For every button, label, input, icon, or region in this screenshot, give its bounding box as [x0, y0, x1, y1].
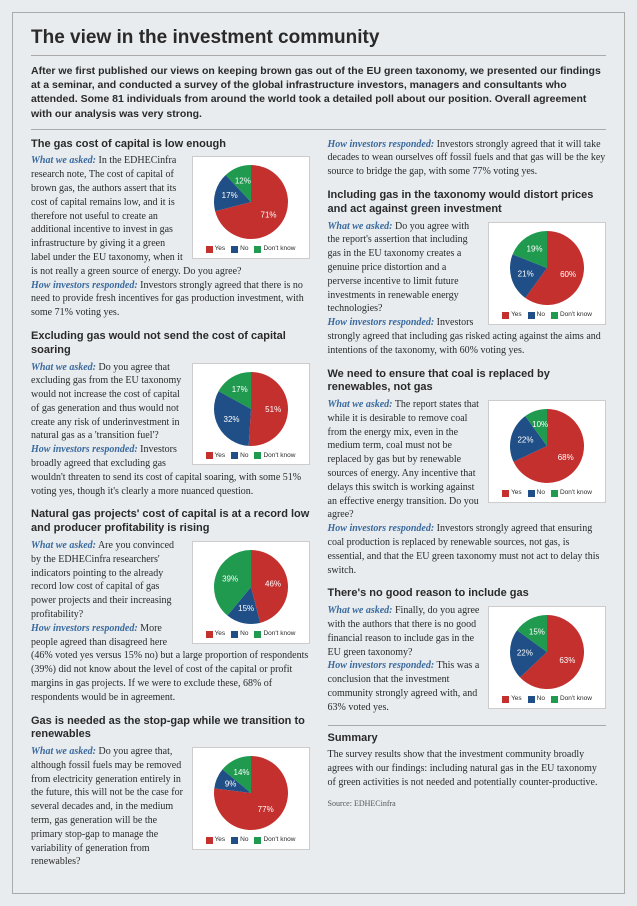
svg-text:15%: 15%	[238, 604, 254, 613]
summary-section: Summary The survey results show that the…	[328, 725, 607, 809]
svg-text:9%: 9%	[224, 779, 236, 788]
svg-text:22%: 22%	[517, 649, 533, 658]
response-label: How investors responded:	[31, 623, 138, 634]
svg-text:15%: 15%	[529, 627, 545, 636]
question-label: What we asked:	[328, 399, 393, 410]
section-heading: Gas is needed as the stop-gap while we t…	[31, 715, 310, 743]
svg-text:19%: 19%	[527, 244, 543, 253]
survey-section: We need to ensure that coal is replaced …	[328, 368, 607, 578]
svg-text:71%: 71%	[260, 211, 276, 220]
svg-text:39%: 39%	[222, 575, 238, 584]
survey-section: Gas is needed as the stop-gap while we t…	[31, 715, 310, 870]
response-text: How investors responded: Investors stron…	[31, 279, 310, 320]
intro-paragraph: After we first published our views on ke…	[31, 64, 606, 130]
question-label: What we asked:	[31, 746, 96, 757]
pie-legend: Yes No Don't know	[197, 245, 305, 254]
section-heading: Excluding gas would not send the cost of…	[31, 330, 310, 358]
section-heading: Including gas in the taxonomy would dist…	[328, 189, 607, 217]
right-column: How investors responded: Investors stron…	[328, 138, 607, 880]
question-label: What we asked:	[328, 605, 393, 616]
pie-chart: 51% 32% 17% Yes No Don't know	[192, 363, 310, 466]
svg-text:77%: 77%	[257, 805, 273, 814]
question-label: What we asked:	[328, 221, 393, 232]
article-container: The view in the investment community Aft…	[12, 12, 625, 894]
svg-text:68%: 68%	[558, 453, 574, 462]
pie-legend: Yes No Don't know	[493, 489, 601, 498]
svg-text:63%: 63%	[559, 656, 575, 665]
svg-text:32%: 32%	[223, 414, 239, 423]
svg-text:51%: 51%	[265, 404, 281, 413]
svg-text:17%: 17%	[231, 385, 247, 394]
svg-text:14%: 14%	[233, 768, 249, 777]
pie-chart: 71% 17% 12% Yes No Don't know	[192, 156, 310, 259]
svg-text:10%: 10%	[532, 420, 548, 429]
question-label: What we asked:	[31, 362, 96, 373]
pie-chart: 46% 15% 39% Yes No Don't know	[192, 541, 310, 644]
survey-section: How investors responded: Investors stron…	[328, 138, 607, 179]
section-heading: There's no good reason to include gas	[328, 587, 607, 601]
response-text: How investors responded: Investors stron…	[328, 522, 607, 577]
svg-text:17%: 17%	[221, 191, 237, 200]
svg-text:60%: 60%	[560, 270, 576, 279]
pie-legend: Yes No Don't know	[493, 695, 601, 704]
svg-text:21%: 21%	[518, 269, 534, 278]
svg-text:12%: 12%	[234, 177, 250, 186]
pie-legend: Yes No Don't know	[197, 836, 305, 845]
survey-section: Excluding gas would not send the cost of…	[31, 330, 310, 498]
svg-text:46%: 46%	[265, 579, 281, 588]
two-column-layout: The gas cost of capital is low enough 71%…	[31, 138, 606, 880]
source-text: Source: EDHECinfra	[328, 798, 607, 809]
response-label: How investors responded:	[328, 660, 435, 671]
response-label: How investors responded:	[328, 139, 435, 150]
response-text: How investors responded: Investors stron…	[328, 138, 607, 179]
page-title: The view in the investment community	[31, 27, 606, 56]
survey-section: Natural gas projects' cost of capital is…	[31, 508, 310, 704]
response-label: How investors responded:	[328, 523, 435, 534]
survey-section: The gas cost of capital is low enough 71%…	[31, 138, 310, 320]
pie-legend: Yes No Don't know	[493, 311, 601, 320]
section-heading: The gas cost of capital is low enough	[31, 138, 310, 152]
pie-chart: 63% 22% 15% Yes No Don't know	[488, 606, 606, 709]
pie-chart: 77% 9% 14% Yes No Don't know	[192, 747, 310, 850]
response-label: How investors responded:	[31, 444, 138, 455]
response-label: How investors responded:	[31, 280, 138, 291]
survey-section: There's no good reason to include gas 63%…	[328, 587, 607, 714]
pie-legend: Yes No Don't know	[197, 452, 305, 461]
summary-text: The survey results show that the investm…	[328, 748, 607, 789]
summary-heading: Summary	[328, 732, 607, 746]
pie-legend: Yes No Don't know	[197, 630, 305, 639]
question-label: What we asked:	[31, 155, 96, 166]
question-label: What we asked:	[31, 540, 96, 551]
pie-chart: 60% 21% 19% Yes No Don't know	[488, 222, 606, 325]
survey-section: Including gas in the taxonomy would dist…	[328, 189, 607, 357]
section-heading: We need to ensure that coal is replaced …	[328, 368, 607, 396]
svg-text:22%: 22%	[517, 436, 533, 445]
section-heading: Natural gas projects' cost of capital is…	[31, 508, 310, 536]
pie-chart: 68% 22% 10% Yes No Don't know	[488, 400, 606, 503]
response-label: How investors responded:	[328, 317, 435, 328]
left-column: The gas cost of capital is low enough 71%…	[31, 138, 310, 880]
